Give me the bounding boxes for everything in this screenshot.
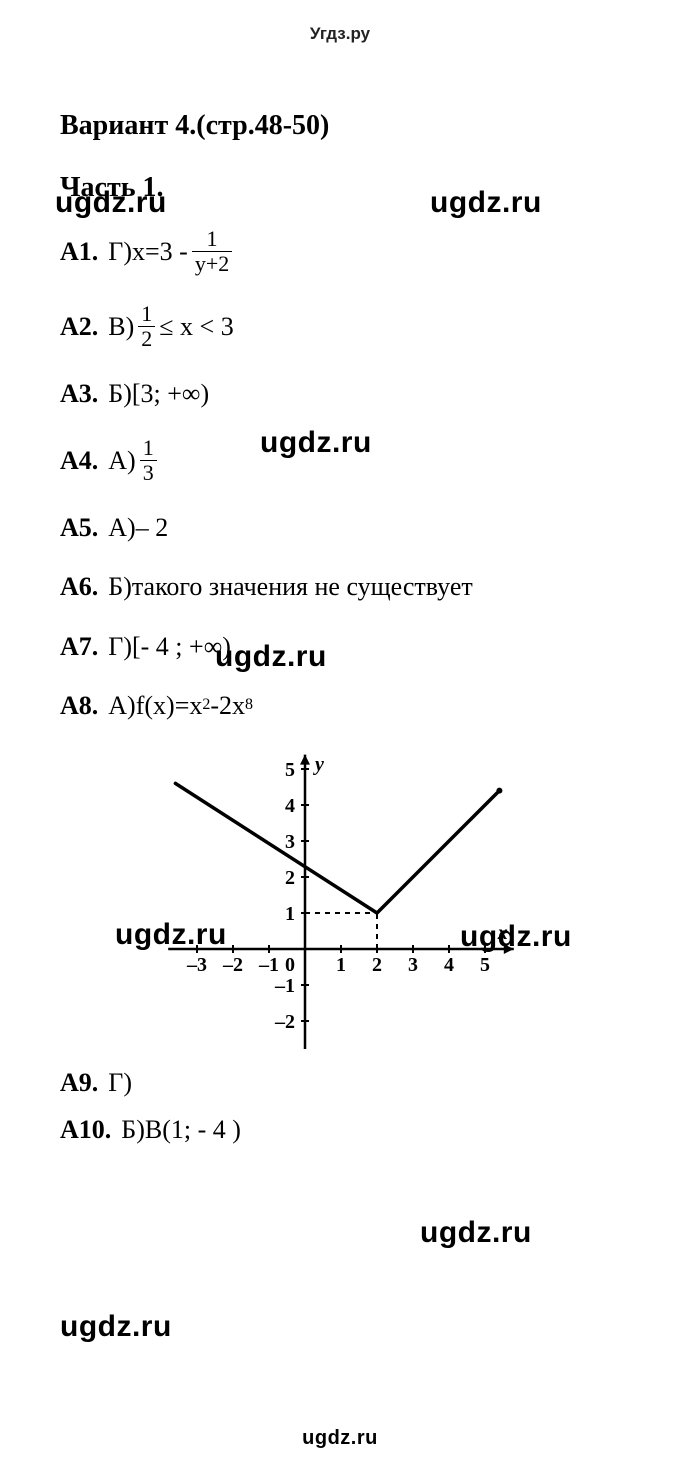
fraction: 1 3 — [140, 437, 157, 484]
fraction-denominator: y+2 — [192, 251, 232, 275]
answer-label: А5. — [60, 512, 98, 543]
svg-text:–1: –1 — [258, 954, 279, 976]
answer-label: А7. — [60, 631, 98, 662]
answer-a9: А9. Г) — [60, 1067, 630, 1098]
answer-a7: А7. Г) [- 4 ; +∞) — [60, 631, 630, 662]
svg-text:3: 3 — [408, 954, 418, 976]
answer-letter: А) — [108, 690, 135, 721]
svg-text:y: y — [313, 754, 324, 776]
answer-text: [- 4 ; +∞) — [132, 631, 231, 662]
answer-letter: Б) — [121, 1114, 145, 1145]
answer-letter: Г) — [108, 236, 132, 267]
watermark-text: ugdz.ru — [420, 1216, 532, 1250]
answer-label: А4. — [60, 445, 98, 476]
answer-letter: Г) — [108, 1067, 132, 1098]
answer-letter: А) — [108, 512, 135, 543]
answer-label: А8. — [60, 690, 98, 721]
svg-text:3: 3 — [285, 831, 295, 853]
answer-text: -2x — [210, 690, 245, 721]
svg-text:4: 4 — [285, 795, 295, 817]
answer-letter: В) — [108, 311, 134, 342]
site-header: Угдз.ру — [0, 24, 680, 44]
svg-text:2: 2 — [285, 867, 295, 889]
watermark-text: ugdz.ru — [60, 1310, 172, 1344]
svg-text:–3: –3 — [186, 954, 207, 976]
svg-text:–2: –2 — [274, 1011, 295, 1033]
svg-text:1: 1 — [285, 903, 295, 925]
answer-label: А3. — [60, 378, 98, 409]
answer-a8: А8. А) f(x)=x2-2x8 — [60, 690, 630, 721]
fraction-numerator: 1 — [140, 437, 157, 460]
part-heading: Часть 1. — [60, 172, 630, 204]
answer-a2: А2. В) 1 2 ≤ x < 3 — [60, 303, 630, 350]
fraction: 1 y+2 — [192, 228, 232, 275]
svg-text:–3: –3 — [274, 1047, 295, 1049]
answer-label: А6. — [60, 571, 98, 602]
answer-a6: А6. Б) такого значения не существует — [60, 571, 630, 602]
answer-text: B(1; - 4 ) — [145, 1114, 241, 1145]
answer-a5: А5. А) – 2 — [60, 512, 630, 543]
answer-letter: Г) — [108, 631, 132, 662]
answer-label: А10. — [60, 1114, 111, 1145]
answer-letter: Б) — [108, 378, 132, 409]
answer-text: – 2 — [136, 512, 169, 543]
answer-text: такого значения не существует — [132, 571, 473, 602]
answer-label: А2. — [60, 311, 98, 342]
answer-a10: А10. Б) B(1; - 4 ) — [60, 1114, 630, 1145]
fraction-numerator: 1 — [138, 303, 155, 326]
answer-text: ≤ x < 3 — [159, 311, 233, 342]
page-title: Вариант 4.(стр.48-50) — [60, 110, 630, 142]
answer-label: А9. — [60, 1067, 98, 1098]
fraction-numerator: 1 — [204, 228, 221, 251]
answer-text: [3; +∞) — [132, 378, 209, 409]
answer-letter: А) — [108, 445, 135, 476]
svg-text:5: 5 — [285, 759, 295, 781]
answer-a3: А3. Б) [3; +∞) — [60, 378, 630, 409]
absolute-value-chart: –3 –2 –1 1 2 3 4 5 1 2 3 4 5 –1 –2 –3 0 x y — [155, 749, 535, 1049]
chart-container: –3 –2 –1 1 2 3 4 5 1 2 3 4 5 –1 –2 –3 0 x y — [60, 749, 630, 1049]
answer-text: x=3 - — [132, 236, 188, 267]
fraction: 1 2 — [138, 303, 155, 350]
svg-text:4: 4 — [444, 954, 454, 976]
svg-text:2: 2 — [372, 954, 382, 976]
svg-text:5: 5 — [480, 954, 490, 976]
svg-text:–2: –2 — [222, 954, 243, 976]
answer-a4: А4. А) 1 3 — [60, 437, 630, 484]
fraction-denominator: 2 — [138, 326, 155, 350]
answer-text: f(x)=x — [136, 690, 203, 721]
answer-a1: А1. Г) x=3 - 1 y+2 — [60, 228, 630, 275]
svg-text:–1: –1 — [274, 975, 295, 997]
answer-label: А1. — [60, 236, 98, 267]
fraction-denominator: 3 — [140, 460, 157, 484]
svg-text:1: 1 — [336, 954, 346, 976]
site-footer: ugdz.ru — [0, 1427, 680, 1450]
answer-letter: Б) — [108, 571, 132, 602]
svg-text:0: 0 — [285, 954, 295, 976]
svg-text:x: x — [497, 922, 508, 944]
